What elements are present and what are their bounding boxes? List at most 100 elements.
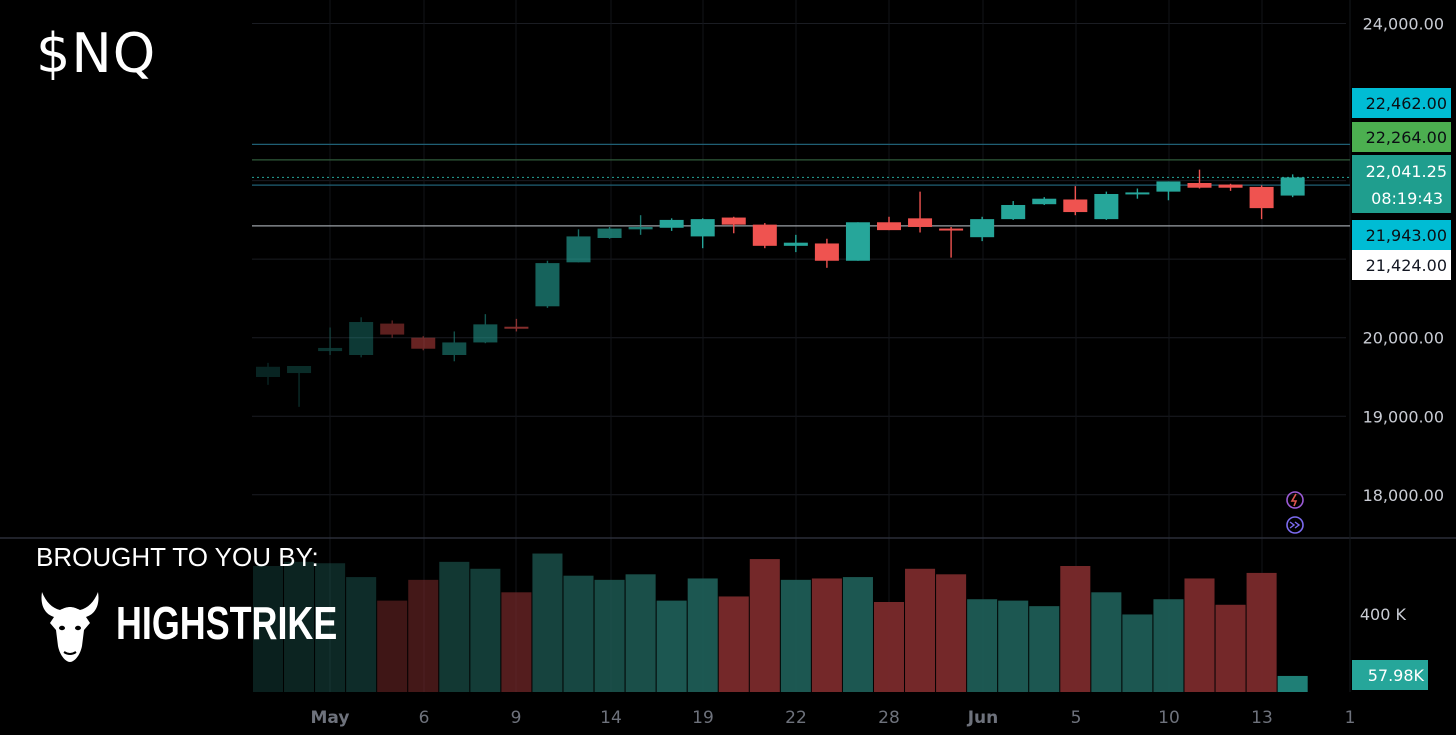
candle [566,229,591,263]
time-tick-label: 14 [600,708,622,728]
volume-bar [346,577,377,692]
candle-body [970,219,995,238]
candle [1218,183,1243,191]
current-price-label: 22,041.25 [1366,162,1447,181]
candle-body [1032,198,1057,205]
volume-bar [1215,604,1246,692]
price-badge-label: 22,264.00 [1366,128,1447,147]
time-tick-label: Jun [967,708,999,728]
time-tick-label: 22 [785,708,807,728]
forward-event-icon[interactable] [1286,516,1304,534]
volume-bar [718,596,749,692]
candle [287,365,312,407]
time-tick-label: 9 [511,708,522,728]
volume-bar [594,579,625,692]
candle [473,314,498,344]
price-badge-label: 22,462.00 [1366,94,1447,113]
volume-bar [842,577,873,692]
volume-bar [315,563,346,692]
bull-head-icon [41,592,99,662]
candle [597,226,622,239]
candle [877,216,901,231]
volume-series [252,553,1308,692]
volume-bar [1091,592,1122,692]
candle [1001,201,1026,220]
candle-body [1280,177,1305,196]
candle [1125,188,1150,199]
price-tick-label: 24,000.00 [1363,15,1444,34]
volume-bar [749,559,780,692]
volume-bar [1122,614,1153,692]
candle [1063,186,1088,216]
price-badge-label: 21,424.00 [1366,256,1447,275]
candle [442,331,467,362]
time-tick-label: 10 [1158,708,1180,728]
volume-bar [780,579,811,692]
time-tick-label: 5 [1071,708,1082,728]
volume-bar [1277,675,1308,692]
candle [1280,174,1305,198]
candle [349,317,374,358]
lightning-event-icon[interactable] [1286,491,1304,509]
candle-body [690,219,715,237]
volume-bar [905,568,936,692]
candle-body [1156,181,1181,192]
candle [939,226,964,258]
time-tick-label: May [311,708,350,728]
candle-body [442,342,467,356]
volume-bar [967,599,998,692]
volume-bar [377,600,408,692]
volume-bar [1029,606,1060,692]
volume-bar [998,600,1029,692]
candle-body [318,347,343,352]
candle [721,216,746,234]
volume-bar [1184,578,1215,692]
time-axis: May 6 9 14 19 22 28 Jun 5 10 13 1 [311,708,1356,728]
candle [659,218,684,231]
candle-body [473,324,498,343]
candle-body [349,322,374,356]
volume-bar [1060,566,1091,692]
current-price-badge [1352,155,1451,213]
volume-bar [284,561,315,692]
time-tick-label: 6 [419,708,430,728]
countdown-timer: 08:19:43 [1371,189,1443,208]
volume-bar [811,578,842,692]
price-badge [1352,220,1451,250]
candlestick-series [256,169,1305,407]
time-tick-label: 13 [1251,708,1273,728]
price-tick-label: 20,000.00 [1363,329,1444,348]
candle-body [380,323,405,335]
volume-bar [656,600,687,692]
chart-grid [0,0,1456,692]
price-level-lines [252,143,1350,227]
candle [690,218,715,249]
candle-body [877,222,901,231]
candle-body [1218,184,1243,188]
candle-body [1063,199,1088,213]
candle-body [659,219,684,228]
price-tick-label: 18,000.00 [1363,486,1444,505]
candle-body [1187,182,1212,188]
time-tick-label: 19 [692,708,714,728]
candle-body [628,226,653,230]
candle [814,238,839,268]
candle [908,191,933,233]
price-badge-label: 21,943.00 [1366,226,1447,245]
candle [783,234,808,253]
candle-body [256,366,280,377]
candle [1249,185,1274,220]
candle-body [783,242,808,246]
candle [318,327,343,356]
candle [1094,191,1119,220]
volume-bar [1153,599,1184,692]
time-tick-label: 1 [1345,708,1356,728]
price-tick-label: 19,000.00 [1363,407,1444,426]
candle [970,216,995,242]
candle-body [1001,204,1026,220]
candle [1156,181,1181,201]
candle-body [1094,193,1119,220]
ticker-symbol: $NQ [36,22,157,85]
candle-body [752,224,777,246]
